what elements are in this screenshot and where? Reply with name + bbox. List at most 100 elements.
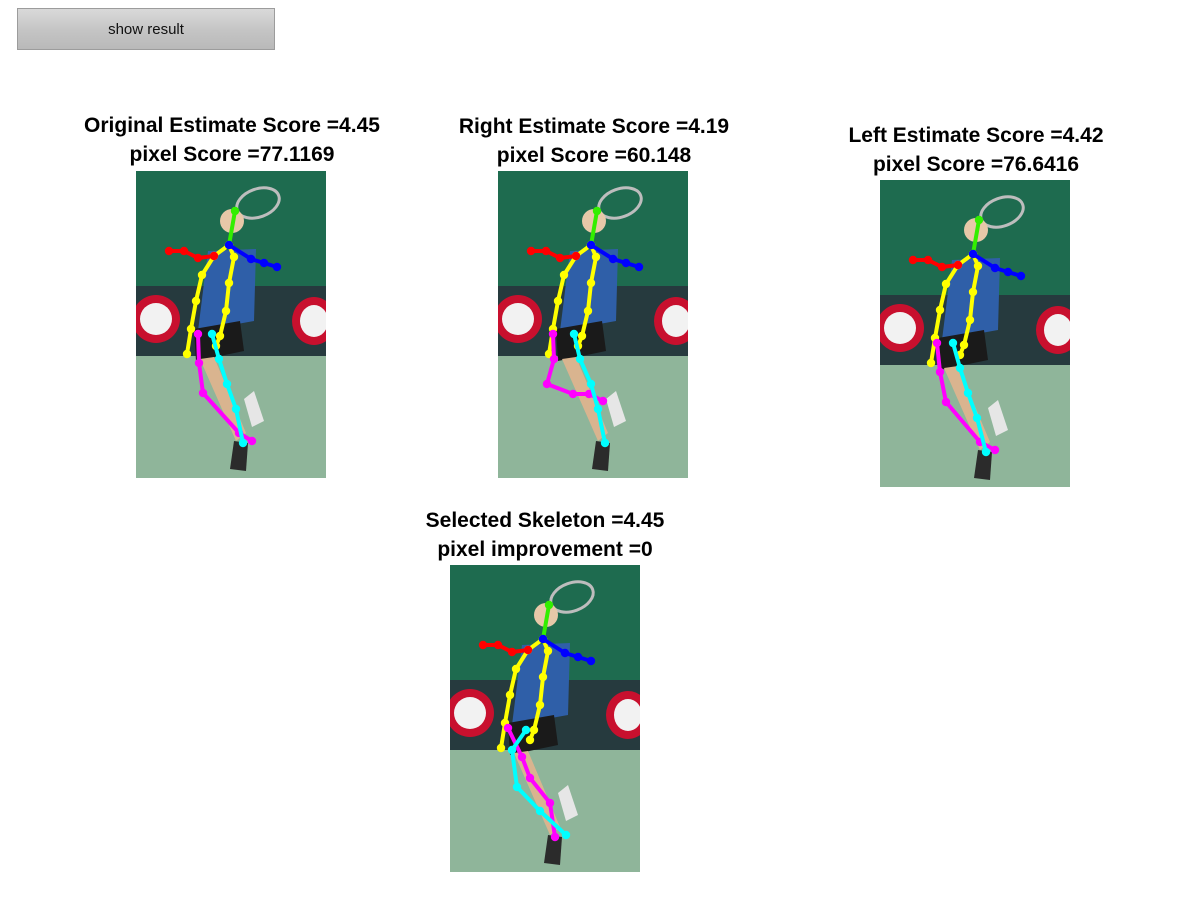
left-arm-skeleton-line <box>227 243 279 269</box>
right-leg-skeleton <box>503 723 560 842</box>
left-leg-skeleton <box>569 329 610 448</box>
show-result-button[interactable]: show result <box>17 8 275 50</box>
left-leg-skeleton-joint <box>600 438 610 448</box>
ad-logo-left-inner <box>454 697 486 729</box>
right-arm-skeleton-joint <box>478 640 488 650</box>
right-leg-skeleton-joint <box>598 396 608 406</box>
left-arm-skeleton <box>224 240 282 272</box>
right-arm-skeleton-line <box>481 643 530 654</box>
left-leg-skeleton-joint <box>586 379 596 389</box>
left-leg-skeleton-joint <box>593 404 603 414</box>
torso-left-skeleton-joint <box>935 305 945 315</box>
right-leg-skeleton-joint <box>935 367 945 377</box>
right-leg-skeleton-joint <box>568 389 578 399</box>
left-arm-skeleton-joint <box>560 648 570 658</box>
left-arm-skeleton-joint <box>586 240 596 250</box>
left-arm-skeleton <box>586 240 644 272</box>
player-leg <box>562 357 608 441</box>
right-arm-skeleton-line <box>167 249 216 260</box>
torso-right-skeleton <box>955 249 983 360</box>
torso-right-skeleton-joint <box>586 278 596 288</box>
torso-right-skeleton-joint <box>224 278 234 288</box>
right-arm-skeleton-joint <box>209 251 219 261</box>
left-leg-skeleton-joint <box>222 379 232 389</box>
left-leg-skeleton <box>207 329 248 448</box>
torso-left-skeleton-joint <box>496 743 506 753</box>
ad-logo-right-inner <box>300 305 326 337</box>
right-leg-skeleton-joint <box>941 397 951 407</box>
torso-right-skeleton-joint <box>968 287 978 297</box>
ad-logo-right-inner <box>662 305 688 337</box>
right-arm-skeleton-joint <box>164 246 174 256</box>
right-arm-skeleton-joint <box>937 262 947 272</box>
right-leg-skeleton-joint <box>525 773 535 783</box>
left-arm-skeleton-joint <box>1016 271 1026 281</box>
torso-left-skeleton-joint <box>505 690 515 700</box>
torso-right-skeleton-joint <box>229 252 239 262</box>
torso-right-skeleton-joint <box>538 672 548 682</box>
original-skeleton-image <box>136 171 326 478</box>
right-panel-title: Right Estimate Score =4.19 pixel Score =… <box>424 112 764 170</box>
left-leg-skeleton-joint <box>207 329 217 339</box>
left-leg-skeleton <box>507 725 571 840</box>
torso-left-skeleton-joint <box>191 296 201 306</box>
right-arm-skeleton <box>526 246 581 263</box>
torso-left-skeleton-joint <box>926 358 936 368</box>
right-arm-skeleton-joint <box>923 255 933 265</box>
torso-right-skeleton-joint <box>215 331 225 341</box>
right-arm-skeleton-joint <box>523 645 533 655</box>
ad-logo-left-inner <box>884 312 916 344</box>
ad-logo-right-inner <box>1044 314 1070 346</box>
head-skeleton-line <box>227 209 237 247</box>
right-leg-skeleton-joint <box>247 436 257 446</box>
player-leg <box>514 751 560 835</box>
torso-left-skeleton-joint <box>559 270 569 280</box>
right-arm-skeleton-joint <box>193 253 203 263</box>
left-arm-skeleton-line <box>971 252 1023 278</box>
right-arm-skeleton-joint <box>908 255 918 265</box>
head-skeleton-joint <box>230 206 240 216</box>
right-arm-skeleton-joint <box>571 251 581 261</box>
player-shoe <box>558 785 578 821</box>
torso-right-skeleton-joint <box>973 261 983 271</box>
player-shoe <box>988 400 1008 436</box>
right-leg-skeleton-joint <box>932 338 942 348</box>
left-arm-skeleton-line <box>589 243 641 269</box>
left-arm-skeleton-joint <box>538 634 548 644</box>
left-arm-skeleton-joint <box>990 263 1000 273</box>
left-leg-skeleton-joint <box>955 363 965 373</box>
left-leg-skeleton-joint <box>214 354 224 364</box>
torso-right-skeleton-joint <box>583 306 593 316</box>
ad-logo-left-inner <box>140 303 172 335</box>
right-pixel-score-label: pixel Score =60.148 <box>496 144 692 167</box>
torso-right-skeleton-joint <box>529 725 539 735</box>
right-arm-skeleton-joint <box>507 647 517 657</box>
left-arm-skeleton-joint <box>1003 267 1013 277</box>
torso-right-skeleton-joint <box>959 340 969 350</box>
selected-pixel-improvement-label: pixel improvement =0 <box>437 538 653 561</box>
left-leg-skeleton-joint <box>231 404 241 414</box>
left-leg-skeleton-joint <box>972 413 982 423</box>
left-leg-skeleton-joint <box>521 725 531 735</box>
left-leg-skeleton <box>948 338 991 457</box>
ad-logo-left-inner <box>502 303 534 335</box>
selected-skeleton-image <box>450 565 640 872</box>
right-arm-skeleton-joint <box>526 246 536 256</box>
left-leg-skeleton-joint <box>948 338 958 348</box>
torso-left-skeleton-joint <box>182 349 192 359</box>
right-leg-skeleton-joint <box>503 723 513 733</box>
selected-score-label: Selected Skeleton =4.45 <box>425 509 665 532</box>
right-leg-skeleton-joint <box>548 329 558 339</box>
torso-right-skeleton-joint <box>221 306 231 316</box>
left-arm-skeleton <box>968 249 1026 281</box>
right-leg-skeleton-joint <box>193 329 203 339</box>
player-shoe <box>230 441 248 471</box>
head-skeleton-line <box>971 218 981 256</box>
left-arm-skeleton-line <box>541 637 593 663</box>
right-leg-skeleton-joint <box>990 445 1000 455</box>
left-leg-skeleton-joint <box>535 806 545 816</box>
torso-right-skeleton-joint <box>591 252 601 262</box>
torso-right-skeleton-joint <box>965 315 975 325</box>
right-arm-skeleton <box>478 640 533 657</box>
